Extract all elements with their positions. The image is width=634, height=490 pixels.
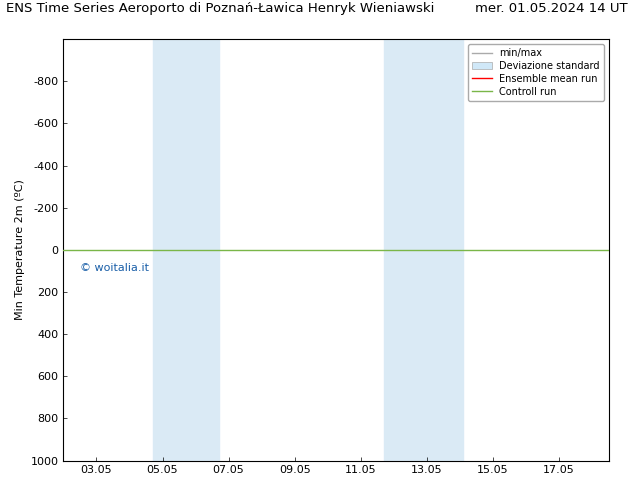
Bar: [384, 39, 463, 461]
Bar: [153, 39, 219, 461]
Legend: min/max, Deviazione standard, Ensemble mean run, Controll run: min/max, Deviazione standard, Ensemble m…: [469, 44, 604, 100]
Text: ENS Time Series Aeroporto di Poznań-Ławica Henryk Wieniawski: ENS Time Series Aeroporto di Poznań-Ławi…: [6, 2, 435, 16]
Y-axis label: Min Temperature 2m (ºC): Min Temperature 2m (ºC): [15, 179, 25, 320]
Text: mer. 01.05.2024 14 UT: mer. 01.05.2024 14 UT: [475, 2, 628, 16]
Text: © woitalia.it: © woitalia.it: [80, 263, 149, 272]
